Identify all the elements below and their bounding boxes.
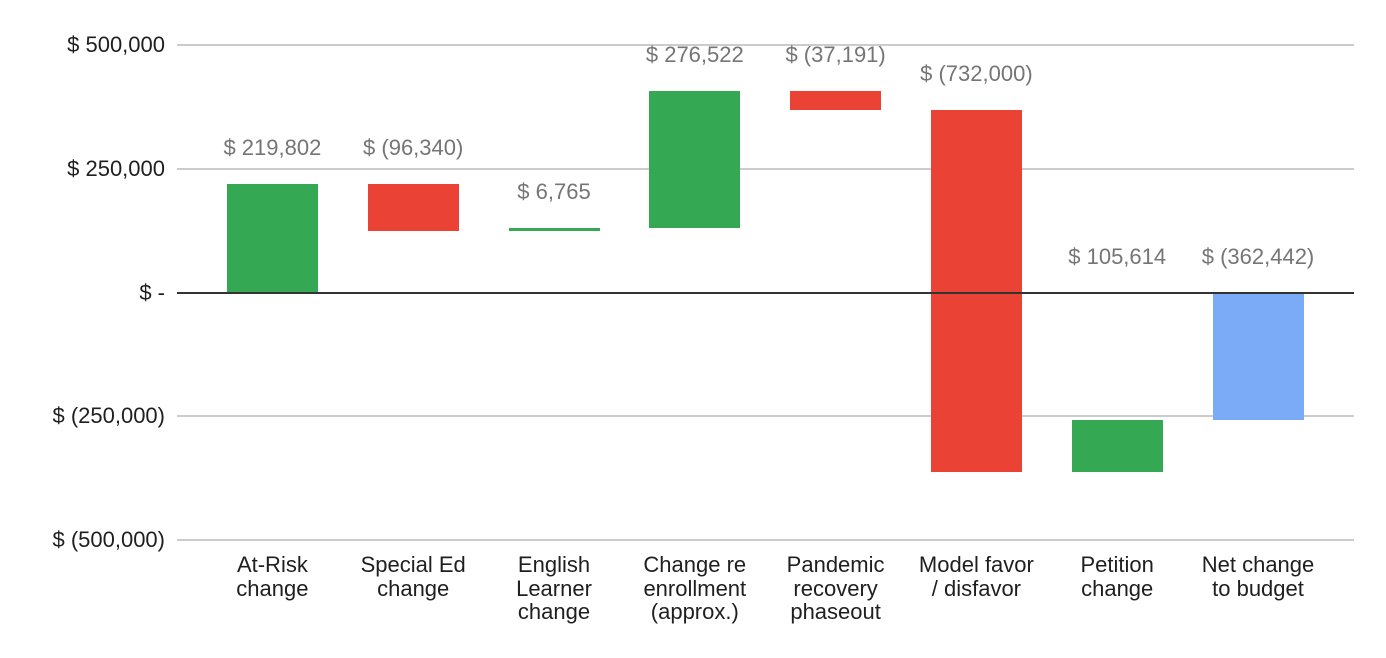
- x-category-label-line: / disfavor: [931, 575, 1022, 601]
- bar-net-change-to-budget[interactable]: [1212, 292, 1304, 420]
- x-category-label-english-learner-change: English Learner change: [479, 553, 629, 624]
- x-category-label-model-favor-disfavor: Model favor / disfavor: [901, 553, 1051, 600]
- bar-at-risk-change[interactable]: [226, 183, 318, 293]
- x-category-label-line: Change re: [643, 552, 747, 577]
- bar-special-ed-change[interactable]: [367, 183, 459, 232]
- bar-pandemic-recovery-phaseout[interactable]: [790, 91, 882, 110]
- x-category-label-line: enrollment: [643, 575, 747, 601]
- x-category-label-line: change: [1081, 575, 1154, 601]
- bar-value-label: $ (96,340): [363, 134, 464, 160]
- x-category-label-net-change-to-budget: Net change to budget: [1183, 553, 1333, 600]
- x-category-label-line: Petition: [1080, 552, 1154, 577]
- x-category-label-line: Learner: [516, 575, 592, 601]
- y-tick-label: $ (250,000): [52, 403, 165, 429]
- bar-model-favor-disfavor[interactable]: [930, 109, 1022, 472]
- x-category-label-line: At-Risk: [236, 552, 308, 577]
- bar-value-label: $ 6,765: [517, 179, 591, 205]
- x-category-label-line: Net change: [1201, 552, 1315, 577]
- x-category-label-special-ed-change: Special Ed change: [338, 553, 488, 600]
- x-category-label-line: (approx.): [650, 599, 739, 624]
- zero-baseline: [177, 291, 1354, 294]
- bar-english-learner-change[interactable]: [508, 228, 600, 232]
- x-category-label-line: English: [517, 552, 591, 577]
- x-category-label-line: change: [236, 575, 309, 601]
- gridline: [177, 539, 1354, 541]
- x-category-label-at-risk-change: At-Risk change: [197, 553, 347, 600]
- x-category-label-line: recovery: [793, 575, 878, 601]
- bar-value-label: $ (732,000): [920, 60, 1033, 86]
- y-tick-label: $ (500,000): [52, 527, 165, 552]
- gridline: [177, 44, 1354, 46]
- y-tick-label: $ 250,000: [67, 155, 165, 181]
- bar-value-label: $ 276,522: [645, 42, 744, 68]
- x-category-label-line: change: [377, 575, 450, 601]
- bar-value-label: $ (362,442): [1201, 243, 1315, 269]
- bar-change-re-enrollment[interactable]: [649, 91, 741, 229]
- x-category-label-line: change: [517, 599, 591, 624]
- bar-value-label: $ 219,802: [223, 134, 322, 160]
- x-category-label-pandemic-recovery-phaseout: Pandemic recovery phaseout: [761, 553, 911, 624]
- x-category-label-line: Special Ed: [360, 552, 466, 577]
- gridline: [177, 415, 1354, 418]
- bar-value-label: $ (37,191): [785, 42, 886, 68]
- x-category-label-change-re-enrollment: Change re enrollment (approx.): [620, 553, 770, 624]
- x-category-label-line: to budget: [1212, 575, 1304, 601]
- gridline: [177, 167, 1354, 170]
- bar-value-label: $ 105,614: [1068, 243, 1167, 269]
- y-tick-label: $ -: [139, 279, 165, 305]
- bar-petition-change[interactable]: [1071, 419, 1163, 472]
- x-category-label-line: Model favor: [918, 552, 1034, 577]
- x-category-label-line: Pandemic: [786, 552, 885, 577]
- x-category-label-line: phaseout: [790, 599, 881, 624]
- y-tick-label: $ 500,000: [67, 32, 165, 57]
- x-category-label-petition-change: Petition change: [1042, 553, 1192, 600]
